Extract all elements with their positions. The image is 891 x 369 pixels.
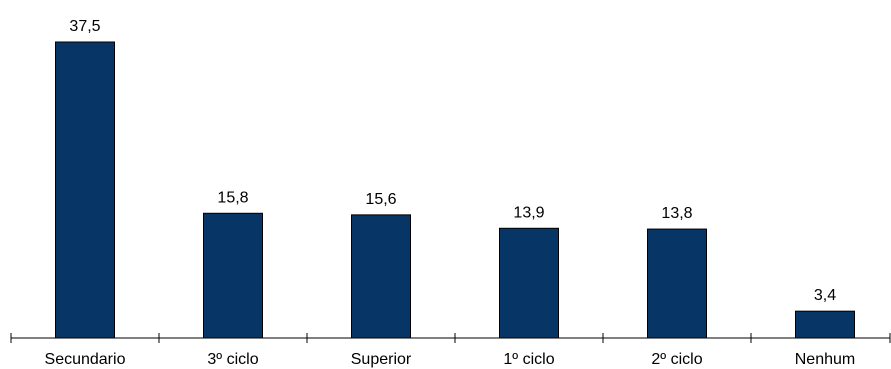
data-label-1: 15,8 — [217, 189, 248, 206]
bar-5 — [795, 310, 855, 339]
data-label-3: 13,9 — [513, 204, 544, 221]
bar-1 — [203, 212, 263, 339]
data-labels: 37,5 15,8 15,6 13,9 13,8 3,4 — [69, 18, 836, 304]
data-label-2: 15,6 — [365, 191, 396, 208]
category-label-2: Superior — [351, 351, 412, 368]
category-labels: Secundario 3º ciclo Superior 1º ciclo 2º cic… — [45, 351, 856, 368]
category-label-5: Nenhum — [795, 351, 855, 368]
x-axis-ticks — [10, 333, 891, 343]
data-label-4: 13,8 — [661, 205, 692, 222]
bar-4 — [647, 228, 707, 339]
bars — [55, 41, 855, 339]
bar-3 — [499, 227, 559, 339]
bar-2 — [351, 214, 411, 339]
category-label-1: 3º ciclo — [207, 351, 258, 368]
category-label-4: 2º ciclo — [651, 351, 702, 368]
data-label-0: 37,5 — [69, 18, 100, 35]
data-label-5: 3,4 — [814, 287, 836, 304]
category-label-0: Secundario — [45, 351, 126, 368]
category-label-3: 1º ciclo — [503, 351, 554, 368]
bar-0 — [55, 41, 115, 339]
